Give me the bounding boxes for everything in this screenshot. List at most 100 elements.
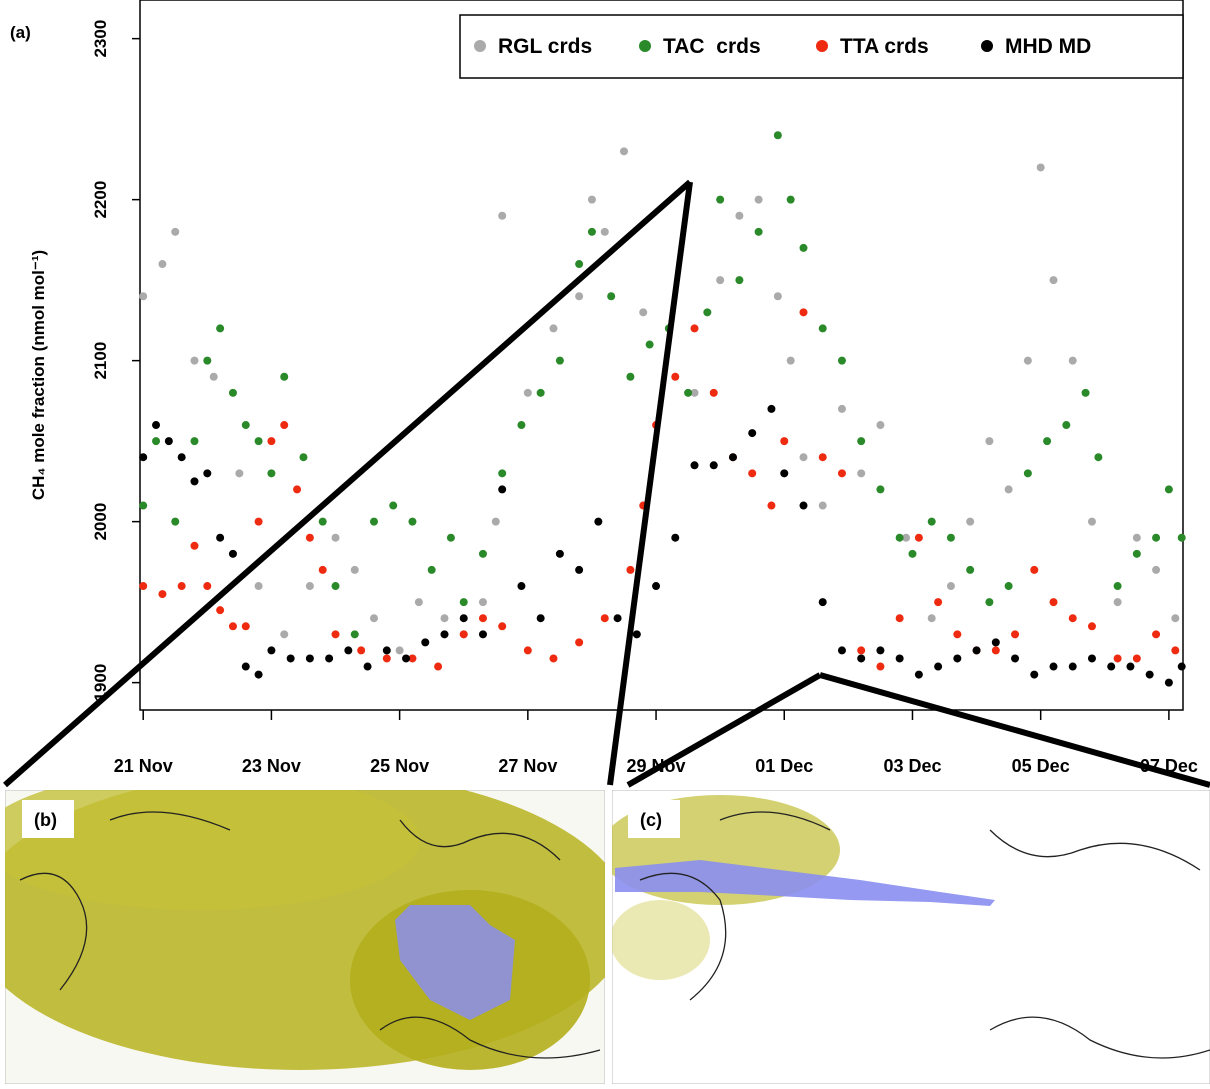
data-point: [626, 565, 635, 574]
data-point: [716, 195, 725, 204]
data-point: [876, 421, 885, 430]
data-point: [767, 404, 776, 413]
data-point: [728, 453, 737, 462]
coastline: [19, 811, 601, 1059]
data-point: [857, 469, 866, 478]
legend-marker: [639, 40, 651, 52]
data-point: [478, 614, 487, 623]
map-label: (b): [34, 810, 57, 830]
data-point: [517, 421, 526, 430]
data-point: [876, 646, 885, 655]
data-point: [305, 533, 314, 542]
data-point: [1126, 662, 1135, 671]
data-point: [857, 437, 866, 446]
data-point: [1011, 630, 1020, 639]
data-point: [267, 437, 276, 446]
data-point: [1107, 662, 1116, 671]
data-point: [1152, 533, 1161, 542]
legend-label: RGL crds: [498, 35, 592, 58]
data-point: [344, 646, 353, 655]
data-point: [1171, 614, 1180, 623]
data-point: [1113, 582, 1122, 591]
data-point: [440, 614, 449, 623]
plot-frame: [139, 0, 1184, 711]
data-point: [966, 565, 975, 574]
data-point: [876, 485, 885, 494]
data-point: [395, 646, 404, 655]
data-point: [235, 469, 244, 478]
data-point: [934, 598, 943, 607]
data-point: [139, 582, 148, 591]
data-point: [190, 541, 199, 550]
data-point: [575, 638, 584, 647]
data-point: [498, 485, 507, 494]
data-point: [369, 517, 378, 526]
data-point: [152, 437, 161, 446]
data-point: [1062, 421, 1071, 430]
data-point: [895, 533, 904, 542]
y-tick-label: 2200: [91, 181, 110, 219]
data-point: [555, 549, 564, 558]
data-point: [241, 662, 250, 671]
data-point: [1043, 437, 1052, 446]
data-point: [773, 292, 782, 301]
data-point: [985, 437, 994, 446]
data-point: [587, 227, 596, 236]
label-box: [22, 800, 74, 838]
data-point: [600, 614, 609, 623]
data-point: [228, 549, 237, 558]
data-point: [594, 517, 603, 526]
data-point: [549, 654, 558, 663]
data-point: [773, 131, 782, 140]
x-tick-label: 21 Nov: [114, 756, 173, 776]
x-tick-label: 01 Dec: [755, 756, 813, 776]
data-point: [491, 517, 500, 526]
data-point: [1004, 582, 1013, 591]
data-point: [818, 453, 827, 462]
data-point: [837, 404, 846, 413]
data-point: [914, 670, 923, 679]
x-tick-label: 03 Dec: [883, 756, 941, 776]
x-tick-label: 25 Nov: [370, 756, 429, 776]
data-point: [523, 388, 532, 397]
data-point: [177, 582, 186, 591]
data-point: [953, 654, 962, 663]
x-tick-label: 27 Nov: [498, 756, 557, 776]
legend-marker: [981, 40, 993, 52]
data-point: [216, 533, 225, 542]
legend-marker: [816, 40, 828, 52]
data-point: [902, 533, 911, 542]
data-point: [818, 598, 827, 607]
data-point: [305, 654, 314, 663]
data-point: [709, 388, 718, 397]
data-point: [459, 614, 468, 623]
data-point: [857, 654, 866, 663]
data-point: [280, 630, 289, 639]
data-point: [972, 646, 981, 655]
data-point: [152, 421, 161, 430]
data-point: [1036, 163, 1045, 172]
y-tick-label: 2300: [91, 20, 110, 58]
data-point: [139, 453, 148, 462]
data-point: [171, 517, 180, 526]
data-point: [927, 614, 936, 623]
data-point: [953, 630, 962, 639]
data-point: [780, 437, 789, 446]
data-point: [895, 654, 904, 663]
data-point: [203, 469, 212, 478]
data-point: [645, 340, 654, 349]
data-point: [1023, 356, 1032, 365]
data-point: [1152, 565, 1161, 574]
data-point: [575, 260, 584, 269]
data-point: [690, 324, 699, 333]
data-point: [158, 260, 167, 269]
data-point: [1030, 565, 1039, 574]
data-point: [408, 654, 417, 663]
data-point: [478, 598, 487, 607]
data-point: [318, 517, 327, 526]
data-point: [1094, 453, 1103, 462]
data-point: [350, 630, 359, 639]
panel-label: (a): [10, 23, 31, 42]
data-point: [190, 477, 199, 486]
